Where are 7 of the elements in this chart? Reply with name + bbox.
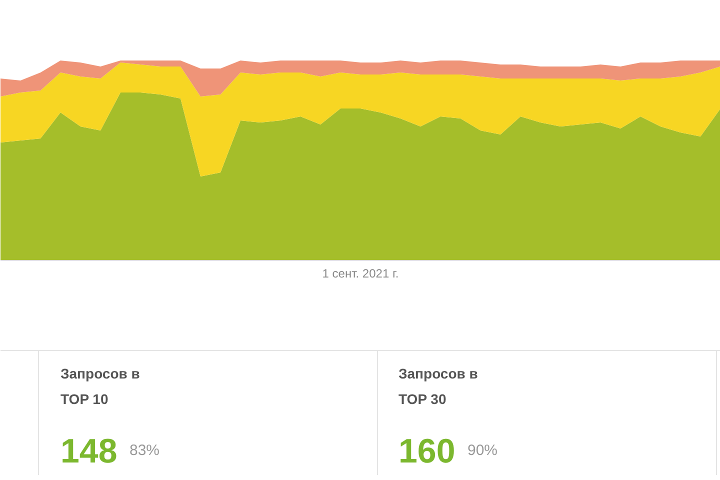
text: Запросов в TOP 30 [398,366,478,408]
text: 90% [468,442,498,459]
text: 160 [398,432,456,470]
text: 148 [60,432,118,470]
text: Запросов в TOP 10 [60,366,140,408]
text: 1 сент. 2021 г. [322,266,399,280]
text: 83% [130,442,160,459]
